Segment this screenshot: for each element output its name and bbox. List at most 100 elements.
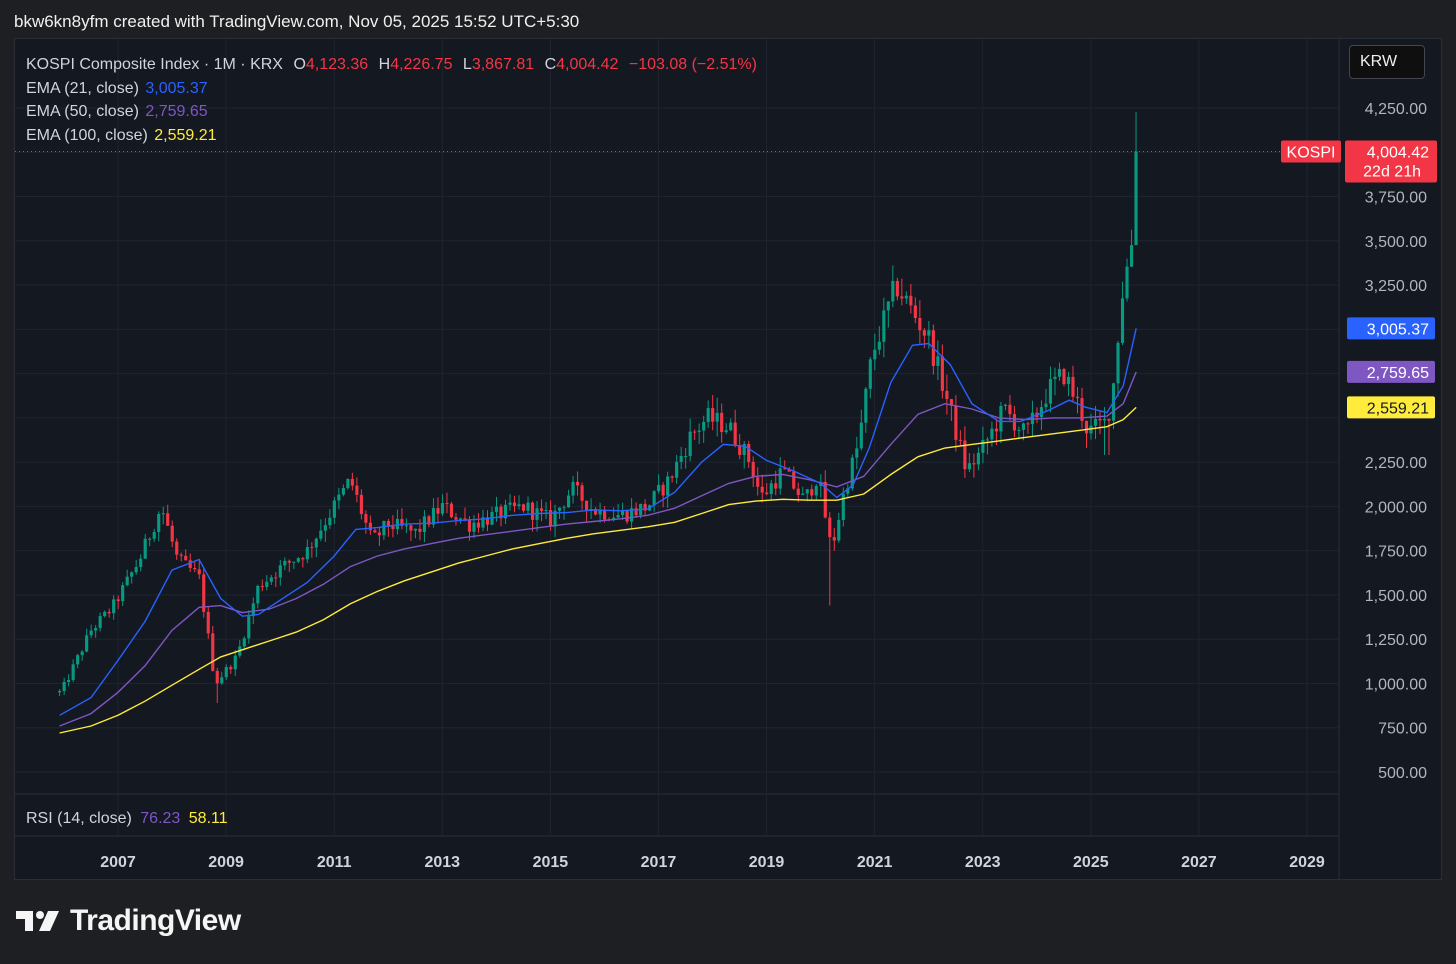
candle-body <box>242 638 246 647</box>
candle-body <box>328 517 332 526</box>
ema21-label: EMA (21, close) <box>26 79 139 97</box>
candle-body <box>409 525 413 531</box>
candle-body <box>278 565 282 578</box>
candle-body <box>1093 418 1098 426</box>
candle-body <box>967 463 971 470</box>
candle-body <box>553 510 557 527</box>
close-key: C <box>544 56 557 73</box>
candlesticks <box>58 112 1138 703</box>
candle-body <box>976 452 980 465</box>
candle-body <box>1003 404 1008 406</box>
ema50-tag-box <box>1347 360 1435 383</box>
candle-body <box>994 428 998 432</box>
candle-body <box>634 508 638 516</box>
ema50-row[interactable]: EMA (50, close) 2,759.65 <box>26 100 757 124</box>
candle-body <box>67 679 71 682</box>
candle-body <box>603 509 607 520</box>
ema100-row[interactable]: EMA (100, close) 2,559.21 <box>26 124 757 148</box>
price-chart[interactable]: 500.00 750.00 1,000.00 1,250.00 1,500.00 1,75… <box>15 39 1441 879</box>
candle-body <box>314 538 318 548</box>
candle-body <box>900 296 904 299</box>
candle-body <box>895 280 899 297</box>
candle-body <box>1044 403 1048 408</box>
candle-body <box>751 461 755 478</box>
y-tick-label: 750.00 <box>1378 721 1427 738</box>
candle-body <box>729 422 733 431</box>
candle-body <box>517 504 521 507</box>
y-axis: 500.00 750.00 1,000.00 1,250.00 1,500.00 1,75… <box>1365 101 1427 782</box>
candle-body <box>292 561 296 563</box>
candle-body <box>688 431 692 456</box>
candle-body <box>864 388 868 423</box>
candle-body <box>305 547 309 560</box>
open-key: O <box>293 56 306 73</box>
last-price-tag-price: 4,004.42 <box>1367 144 1429 161</box>
rsi-legend[interactable]: RSI (14, close) 76.23 58.11 <box>26 810 228 828</box>
candle-body <box>1026 423 1030 425</box>
candle-body <box>467 519 472 532</box>
candle-body <box>310 547 314 549</box>
candle-body <box>377 532 381 536</box>
x-tick-label: 2009 <box>208 854 244 871</box>
candle-body <box>742 443 746 455</box>
y-tick-label: 2,250.00 <box>1365 455 1427 472</box>
candle-body <box>71 664 75 680</box>
candle-body <box>918 317 922 331</box>
ema50-line <box>59 371 1137 727</box>
candle-body <box>373 530 377 533</box>
candle-body <box>594 508 598 515</box>
candle-body <box>296 558 300 562</box>
candle-body <box>733 422 737 445</box>
candle-body <box>670 476 674 478</box>
candle-body <box>1057 369 1062 377</box>
candle-body <box>657 484 661 492</box>
candle-body <box>697 430 701 432</box>
ema21-row[interactable]: EMA (21, close) 3,005.37 <box>26 77 757 101</box>
candle-body <box>787 469 791 472</box>
candle-body <box>621 511 625 516</box>
candle-body <box>179 554 183 556</box>
candle-body <box>166 513 170 526</box>
candle-body <box>1030 412 1035 425</box>
x-tick-label: 2019 <box>749 854 785 871</box>
candle-body <box>161 513 165 515</box>
candle-body <box>1075 396 1080 399</box>
symbol-tag-text: KOSPI <box>1287 144 1336 161</box>
candle-body <box>949 399 953 406</box>
candle-body <box>436 508 440 514</box>
candle-body <box>175 541 179 555</box>
candle-body <box>386 520 390 527</box>
symbol-label[interactable]: KOSPI Composite Index · 1M · KRX <box>26 56 283 73</box>
tradingview-logo[interactable]: TradingView <box>16 904 241 938</box>
ema100-tag-box <box>1347 396 1435 419</box>
ohlc-row: KOSPI Composite Index · 1M · KRX O4,123.… <box>26 53 757 77</box>
candle-body <box>922 330 926 336</box>
candle-body <box>103 611 107 617</box>
candle-body <box>355 485 359 495</box>
candle-body <box>706 408 710 422</box>
rsi-ma-value: 58.11 <box>188 810 228 827</box>
tradingview-logo-text: TradingView <box>70 904 241 937</box>
candle-body <box>661 484 665 496</box>
chart-credit: bkw6kn8yfm created with TradingView.com,… <box>14 12 580 31</box>
candle-body <box>323 525 327 531</box>
candle-body <box>1062 369 1066 385</box>
candle-body <box>116 599 120 602</box>
candle-body <box>337 494 341 501</box>
y-tick-label: 2,000.00 <box>1365 499 1427 516</box>
candle-body <box>765 492 769 495</box>
candle-body <box>512 502 517 507</box>
candle-body <box>904 295 908 299</box>
main-legend: KOSPI Composite Index · 1M · KRX O4,123.… <box>26 53 757 147</box>
ema100-line <box>59 406 1137 734</box>
candle-body <box>877 341 881 350</box>
candle-body <box>837 519 841 541</box>
ema-lines <box>59 328 1137 734</box>
currency-button[interactable]: KRW <box>1349 45 1425 79</box>
candle-body <box>476 522 481 528</box>
chart-panel[interactable]: 500.00 750.00 1,000.00 1,250.00 1,500.00 1,75… <box>14 38 1442 880</box>
candle-body <box>445 503 449 505</box>
candle-body <box>170 525 174 542</box>
candle-body <box>526 502 530 511</box>
close-value: 4,004.42 <box>556 56 619 73</box>
